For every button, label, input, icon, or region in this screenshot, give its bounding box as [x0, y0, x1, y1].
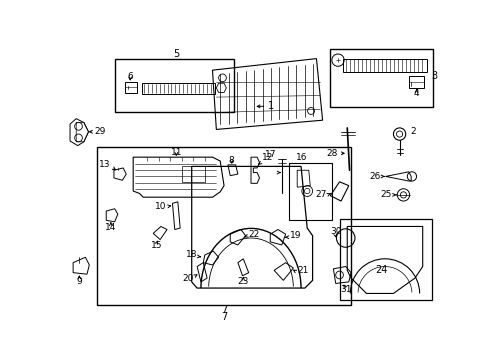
Text: 18: 18	[185, 251, 197, 260]
Text: 15: 15	[150, 241, 162, 250]
Text: 5: 5	[173, 49, 179, 59]
Bar	[289, 163, 331, 220]
Bar	[329, 49, 432, 107]
Bar	[142, 83, 214, 94]
Text: 14: 14	[105, 224, 116, 233]
Text: 3: 3	[430, 71, 436, 81]
Text: 12: 12	[261, 153, 273, 162]
Text: 7: 7	[221, 305, 227, 315]
Text: 19: 19	[289, 231, 301, 240]
Text: 21: 21	[297, 266, 308, 275]
Text: 26: 26	[369, 172, 380, 181]
Text: 11: 11	[170, 148, 182, 157]
Text: 9: 9	[76, 278, 82, 287]
Text: 30: 30	[329, 228, 341, 237]
Text: 6: 6	[127, 72, 133, 81]
Bar	[343, 59, 426, 72]
Text: 17: 17	[264, 150, 276, 159]
Bar	[339, 219, 431, 300]
Text: 16: 16	[295, 153, 306, 162]
Text: 23: 23	[237, 278, 248, 287]
Text: 31: 31	[339, 285, 351, 294]
Text: 2: 2	[409, 127, 415, 136]
Bar	[182, 166, 204, 182]
Bar	[115, 59, 234, 112]
Text: 29: 29	[95, 127, 106, 136]
Bar	[97, 147, 350, 305]
Text: 28: 28	[326, 149, 337, 158]
Text: 4: 4	[413, 89, 419, 98]
Text: 1: 1	[267, 101, 273, 111]
Text: 7: 7	[221, 311, 227, 321]
Text: 20: 20	[182, 274, 193, 283]
Text: 27: 27	[314, 190, 326, 199]
Text: 13: 13	[99, 159, 111, 168]
Text: 10: 10	[155, 202, 166, 211]
Text: 22: 22	[248, 230, 260, 239]
Text: 25: 25	[380, 190, 391, 199]
Text: 24: 24	[375, 265, 387, 275]
Text: 8: 8	[228, 156, 234, 165]
